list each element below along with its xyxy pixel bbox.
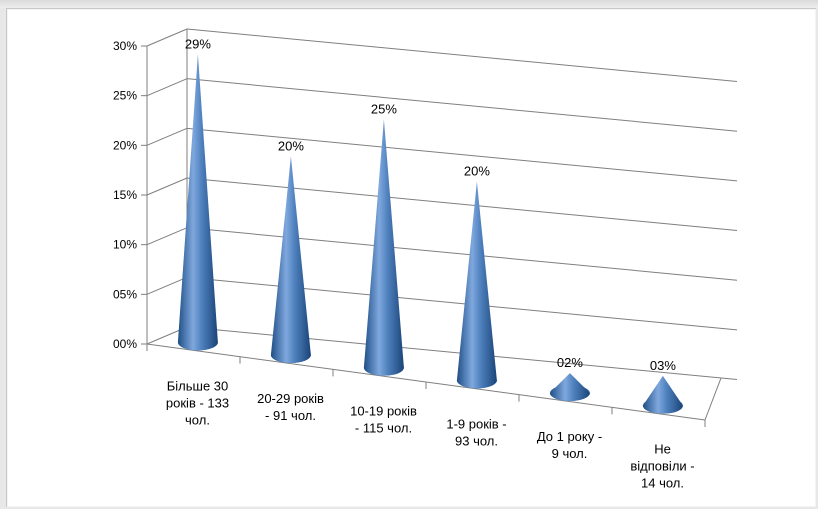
left-wall-gridline	[146, 127, 188, 146]
gridline	[186, 276, 738, 331]
cone-body	[270, 156, 311, 363]
category-label: 10-19 років - 115 чол.	[350, 404, 417, 436]
category-label-line: 93 чол.	[455, 433, 498, 448]
category-label-line: відповіли -	[630, 459, 694, 474]
left-wall-gridline	[146, 276, 188, 295]
category-label-line: 20-29 років	[257, 391, 324, 406]
category-label-line: 10-19 років	[350, 404, 417, 419]
category-label-line: Більше 30	[167, 378, 229, 393]
category-label: Не відповіли - 14 чол.	[630, 442, 694, 491]
category-label-line: 9 чол.	[552, 446, 588, 461]
category-label: 1-9 років - 93 чол.	[446, 416, 506, 448]
cone-layer	[177, 54, 683, 414]
cone-bar	[363, 119, 404, 376]
cone-body	[642, 375, 683, 414]
cone-body	[456, 181, 497, 389]
gridline	[186, 78, 738, 132]
data-label: 03%	[650, 358, 676, 373]
cone-body	[177, 54, 218, 351]
gridline	[186, 177, 738, 232]
cone-bar	[177, 54, 218, 351]
window-top-bar	[0, 0, 818, 8]
data-label: 20%	[278, 138, 304, 153]
gridline	[186, 28, 738, 83]
grid-layer	[146, 28, 738, 427]
left-wall-gridline	[146, 28, 188, 47]
category-label-line: чол.	[185, 412, 210, 427]
cone-body	[549, 373, 590, 401]
category-label-line: - 115 чол.	[355, 421, 412, 436]
y-tick-label: 05%	[113, 287, 137, 301]
category-label-line: Не	[654, 442, 671, 457]
y-tick-label: 15%	[113, 188, 137, 202]
chart-frame	[6, 8, 816, 507]
cone-body	[363, 119, 404, 376]
y-tick-label: 30%	[113, 39, 137, 53]
category-label-line: 14 чол.	[641, 476, 684, 491]
y-tick-label: 20%	[113, 138, 137, 152]
category-label-line: 1-9 років -	[446, 416, 506, 431]
category-label: До 1 року - 9 чол.	[537, 429, 602, 461]
category-label-line: - 91 чол.	[265, 408, 316, 423]
cone-bar	[270, 156, 311, 363]
cone-bar	[549, 373, 590, 401]
y-tick-label: 25%	[113, 89, 137, 103]
left-wall-gridline	[146, 227, 188, 246]
category-label-line: років - 133	[166, 395, 229, 410]
data-label: 20%	[464, 164, 490, 179]
cone-bar	[642, 375, 683, 414]
category-label: 20-29 років - 91 чол.	[257, 391, 324, 423]
gridline	[186, 127, 738, 182]
category-label-layer: Більше 30 років - 133 чол. 20-29 років - 91 …	[166, 378, 695, 490]
data-label: 25%	[371, 101, 397, 116]
cone-bar	[456, 181, 497, 389]
category-label-line: До 1 року -	[537, 429, 602, 444]
y-tick-label: 10%	[113, 238, 137, 252]
y-tick-label: 00%	[113, 337, 137, 351]
category-label: Більше 30 років - 133 чол.	[166, 378, 229, 427]
y-axis-ticks: 00% 05% 10% 15% 20% 25% 30%	[113, 39, 147, 351]
gridline	[186, 227, 738, 281]
floor-right-edge	[704, 377, 722, 421]
left-wall-gridline	[146, 177, 188, 196]
data-label: 02%	[557, 355, 583, 370]
left-wall-gridline	[146, 78, 188, 97]
data-label-layer: 29% 20% 25% 20% 02% 03%	[185, 36, 676, 373]
data-label: 29%	[185, 36, 211, 51]
